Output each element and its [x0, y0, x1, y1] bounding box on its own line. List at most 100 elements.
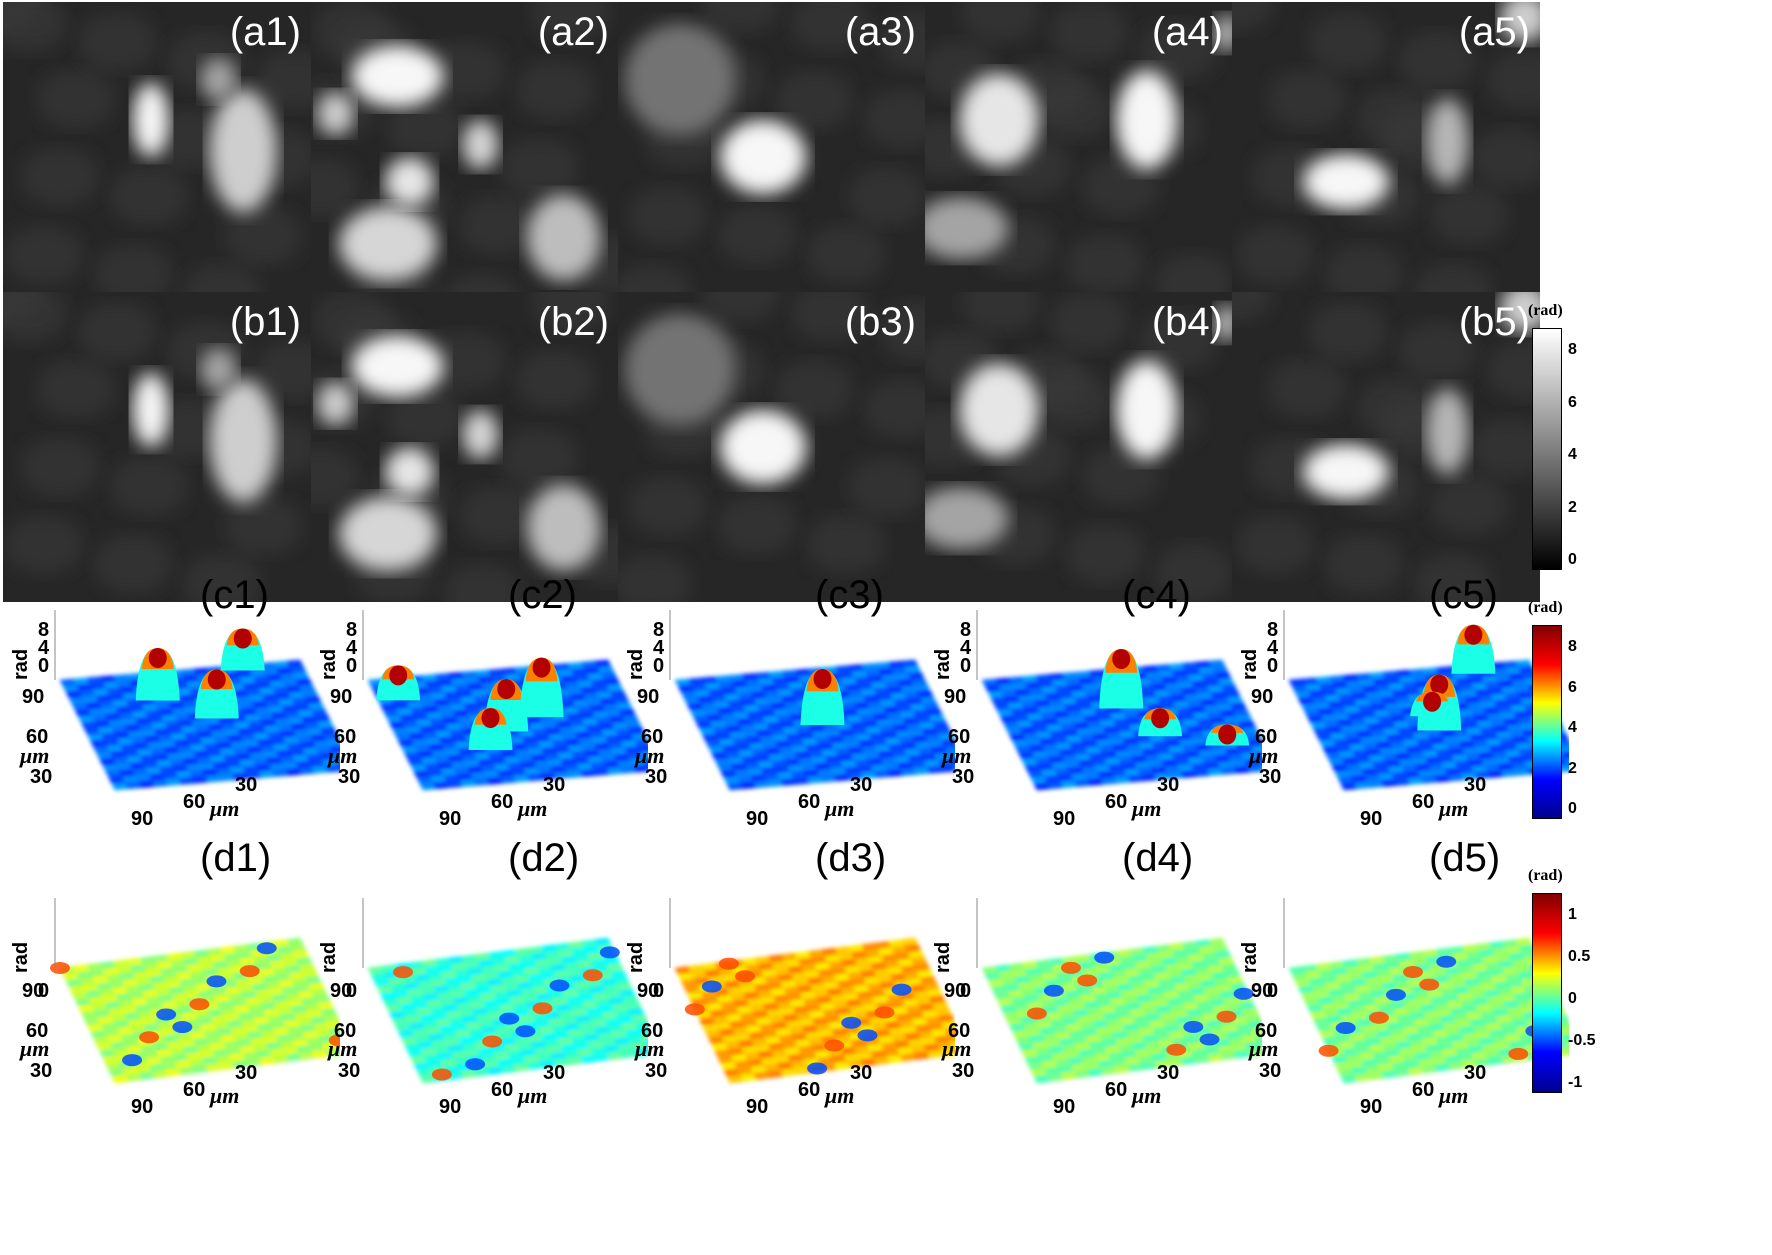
panel-label: (c5) — [1429, 573, 1498, 617]
colorbar-tick: 0 — [1568, 990, 1577, 1007]
y-tick-label: 90 — [637, 686, 660, 708]
y-tick-label: 90 — [330, 980, 353, 1002]
y-axis-unit: μm — [328, 1036, 358, 1061]
z-tick-label: 0 — [346, 655, 358, 677]
surface-feature — [857, 1029, 878, 1042]
panel-b1-image: (b1) — [3, 292, 311, 602]
colorbar-tick: -0.5 — [1568, 1032, 1596, 1049]
x-tick-label: 90 — [746, 808, 769, 830]
colorbar-tick: 4 — [1568, 446, 1577, 463]
x-axis-unit: μm — [518, 796, 548, 821]
z-axis-label: rad — [318, 648, 340, 680]
surface-feature — [807, 1062, 828, 1075]
bright-spot — [351, 335, 444, 398]
colorbar-title: (rad) — [1528, 599, 1563, 616]
y-tick-label: 30 — [645, 1060, 668, 1082]
bright-spot — [1499, 2, 1540, 43]
x-tick-label: 60 — [798, 1079, 821, 1101]
z-tick-label: 8 — [346, 619, 358, 641]
bright-spot — [526, 194, 601, 281]
panel-label: (a2) — [537, 10, 609, 54]
panel-label: (d2) — [508, 836, 580, 880]
y-tick-label: 90 — [944, 980, 967, 1002]
y-tick-label: 90 — [944, 686, 967, 708]
x-tick-label: 90 — [1053, 1096, 1076, 1118]
x-tick-label: 60 — [1105, 1079, 1128, 1101]
surface-feature — [874, 1006, 895, 1019]
surface-feature — [891, 983, 912, 996]
y-tick-label: 90 — [330, 686, 353, 708]
bright-spot — [1302, 443, 1390, 500]
x-axis-unit: μm — [1439, 1083, 1469, 1108]
surface-feature — [1335, 1021, 1356, 1034]
surface-feature — [532, 1002, 553, 1015]
x-tick-label: 90 — [1053, 808, 1076, 830]
bright-spot — [1426, 388, 1470, 475]
bright-spot — [1214, 14, 1233, 52]
surface-feature — [1043, 984, 1064, 997]
bright-spot — [317, 91, 355, 136]
y-tick-label: 30 — [338, 1060, 361, 1082]
panel-d2-surface: (d2) rad 0 90 60 30 μm 30 60 90 μm — [308, 838, 648, 1158]
x-tick-label: 60 — [1105, 791, 1128, 813]
surface-feature — [1094, 951, 1115, 964]
panel-label: (b4) — [1151, 300, 1223, 344]
z-axis-label: rad — [1239, 941, 1261, 973]
z-axis-label: rad — [625, 941, 647, 973]
x-tick-label: 90 — [746, 1096, 769, 1118]
surface-feature — [1077, 974, 1098, 987]
surface-feature — [1318, 1044, 1339, 1057]
panel-a2-image: (a2) — [311, 2, 619, 312]
surface-feature — [841, 1016, 862, 1029]
panel-d4-surface: (d4) rad 0 90 60 30 μm 30 60 90 μm — [922, 838, 1262, 1158]
panel-label: (c4) — [1122, 573, 1191, 617]
x-tick-label: 30 — [850, 1062, 873, 1084]
y-tick-label: 30 — [952, 766, 975, 788]
bright-spot — [1426, 98, 1470, 185]
x-axis-unit: μm — [1132, 1083, 1162, 1108]
colorbar-tick: 2 — [1568, 759, 1577, 777]
z-tick-label: 4 — [1267, 637, 1279, 659]
surface-feature — [515, 1025, 536, 1038]
panel-a4-image: (a4) — [925, 2, 1233, 312]
x-tick-label: 30 — [543, 774, 566, 796]
panel-label: (a5) — [1458, 10, 1530, 54]
colorbar-title: (rad) — [1528, 867, 1563, 884]
surface-feature — [256, 942, 277, 955]
x-tick-label: 30 — [235, 1062, 258, 1084]
panel-label: (b5) — [1458, 300, 1530, 344]
colorbar-tick: 2 — [1568, 498, 1577, 516]
panel-a1-image: (a1) — [3, 2, 311, 312]
surface-feature — [122, 1054, 143, 1067]
surface-feature — [156, 1008, 177, 1021]
colorbar-tick: 8 — [1568, 341, 1577, 358]
surface-feature — [328, 1034, 340, 1047]
x-tick-label: 90 — [1360, 1096, 1383, 1118]
surface-feature — [1060, 961, 1081, 974]
z-tick-label: 4 — [346, 637, 358, 659]
panel-a5-image: (a5) — [1232, 2, 1540, 312]
panel-c4-surface: (c4) rad 8 4 0 90 60 30 μm 30 60 90 μm — [922, 575, 1262, 895]
bright-spot — [461, 119, 499, 170]
panel-c3-surface: (c3) rad 8 4 0 90 60 30 μm 30 60 90 μm — [615, 575, 955, 895]
panel-label: (b3) — [844, 300, 916, 344]
panel-label: (d5) — [1429, 836, 1501, 880]
panel-label: (a1) — [229, 10, 301, 54]
surface-feature — [582, 969, 603, 982]
y-axis-unit: μm — [635, 743, 665, 768]
surface-feature — [599, 946, 620, 959]
panel-b5-image: (b5) — [1232, 292, 1540, 602]
bright-spot — [317, 381, 355, 426]
x-tick-label: 60 — [798, 791, 821, 813]
x-tick-label: 30 — [543, 1062, 566, 1084]
surface-feature — [549, 979, 570, 992]
x-tick-label: 90 — [131, 1096, 154, 1118]
y-tick-label: 60 — [334, 1020, 357, 1042]
z-tick-label: 8 — [1267, 619, 1279, 641]
colorbar-tick: -1 — [1568, 1074, 1583, 1091]
y-tick-label: 90 — [22, 980, 45, 1002]
colorbar-tick: 6 — [1568, 678, 1577, 696]
bright-spot — [200, 347, 238, 392]
y-tick-label: 30 — [952, 1060, 975, 1082]
surface-feature — [735, 970, 756, 983]
